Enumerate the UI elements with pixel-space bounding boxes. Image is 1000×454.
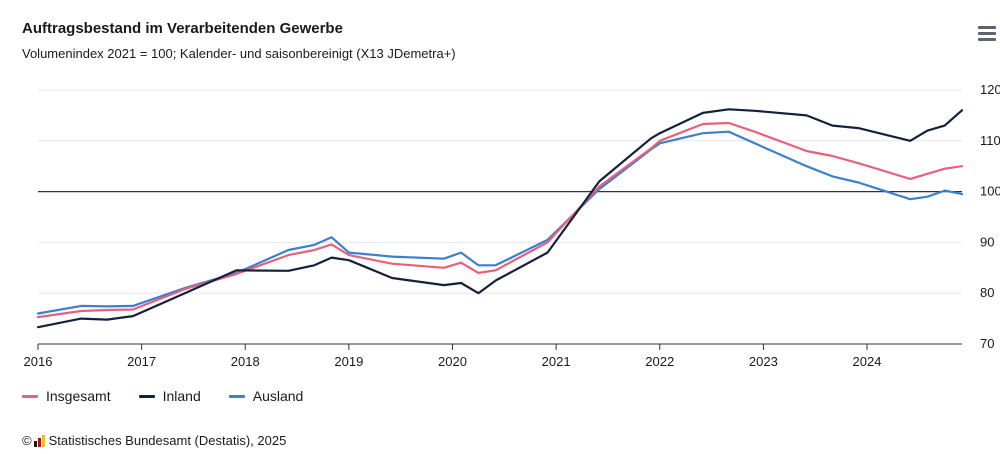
chart-title: Auftragsbestand im Verarbeitenden Gewerb… (22, 20, 343, 37)
x-tick-label: 2019 (334, 354, 363, 369)
series-line-insgesamt (36, 121, 964, 319)
x-axis: 2016 2017 2018 2019 2020 2021 2022 2023 2024 (24, 343, 962, 369)
line-chart: 70 80 90 100 110 120 2016 2017 2018 2019 2020 2021… (24, 82, 1000, 369)
legend-swatch-insgesamt (22, 394, 38, 398)
x-tick-label: 2023 (749, 354, 778, 369)
x-tick-label: 2018 (231, 354, 260, 369)
y-tick-label: 100 (980, 184, 1000, 199)
legend: Insgesamt Inland Ausland (22, 388, 303, 404)
credits: © Statistisches Bundesamt (Destatis), 20… (22, 433, 286, 448)
credits-text: Statistisches Bundesamt (Destatis), 2025 (48, 433, 287, 448)
legend-item-insgesamt[interactable]: Insgesamt (22, 388, 111, 404)
chart-menu-icon[interactable] (978, 26, 1000, 46)
legend-item-ausland[interactable]: Ausland (228, 388, 304, 404)
menu-bar (978, 26, 996, 29)
x-tick-label: 2017 (127, 354, 156, 369)
menu-bar (978, 32, 996, 35)
destatis-logo-icon (33, 434, 45, 447)
y-tick-label: 70 (980, 336, 994, 351)
legend-swatch-inland (138, 394, 155, 398)
x-tick-label: 2016 (24, 354, 53, 369)
series-line-ausland (36, 130, 964, 315)
legend-label-insgesamt: Insgesamt (46, 388, 111, 404)
legend-label-inland: Inland (162, 388, 201, 404)
x-tick-label: 2024 (853, 354, 882, 369)
menu-bar (978, 38, 996, 41)
copyright-icon: © (22, 433, 32, 448)
chart-subtitle: Volumenindex 2021 = 100; Kalender- und s… (22, 46, 456, 61)
y-tick-label: 90 (980, 234, 994, 249)
legend-item-inland[interactable]: Inland (138, 388, 201, 404)
series-lines (36, 108, 964, 329)
series-line-inland (36, 108, 964, 329)
legend-swatch-ausland (228, 394, 245, 398)
legend-label-ausland: Ausland (252, 388, 304, 404)
y-tick-label: 110 (980, 133, 1000, 148)
grid-lines (38, 89, 962, 294)
x-tick-label: 2022 (645, 354, 674, 369)
y-axis-labels: 70 80 90 100 110 120 (980, 82, 1000, 351)
x-tick-label: 2021 (542, 354, 571, 369)
y-tick-label: 80 (980, 285, 994, 300)
y-tick-label: 120 (980, 82, 1000, 97)
x-tick-label: 2020 (438, 354, 467, 369)
